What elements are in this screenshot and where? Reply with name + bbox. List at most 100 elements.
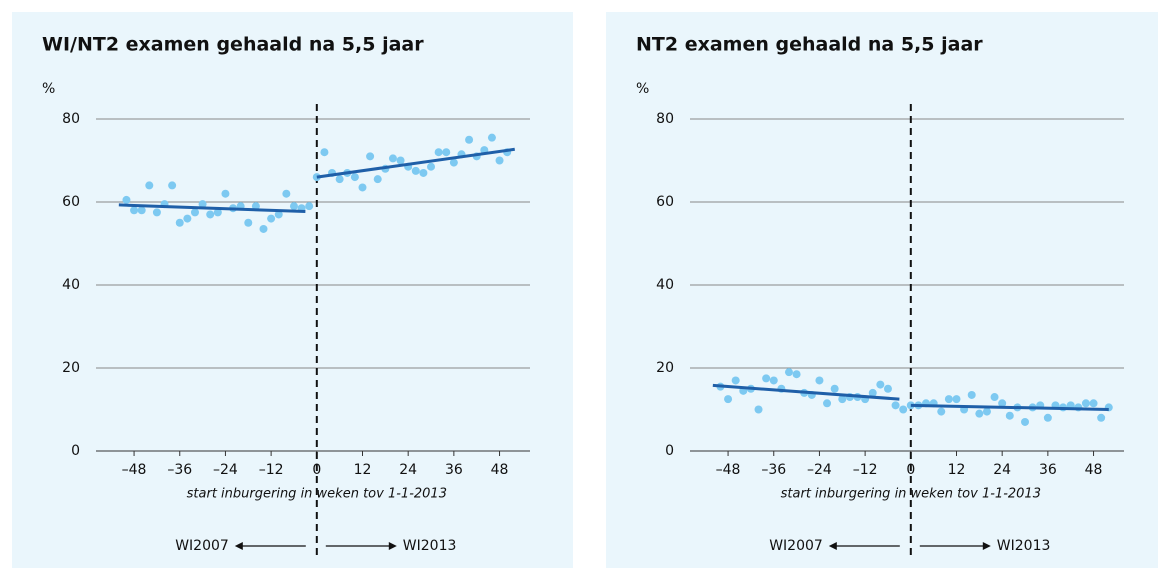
- x-tick-label: 48: [1085, 462, 1103, 478]
- point: [487, 133, 496, 142]
- annotation: WI2013: [997, 538, 1051, 554]
- point: [267, 214, 276, 223]
- point: [320, 148, 329, 157]
- x-tick-label: –36: [167, 462, 192, 478]
- point: [952, 395, 961, 404]
- point: [396, 156, 405, 165]
- point: [830, 384, 839, 393]
- point: [990, 393, 999, 402]
- point: [366, 152, 375, 161]
- x-tick-label: –48: [122, 462, 147, 478]
- arrow-head: [828, 542, 837, 550]
- point: [982, 407, 991, 416]
- chart-title: WI/NT2 examen gehaald na 5,5 jaar: [42, 34, 424, 56]
- y-tick-label: 80: [62, 111, 80, 127]
- point: [823, 399, 832, 408]
- y-unit: %: [42, 81, 55, 97]
- point: [206, 210, 215, 219]
- x-tick-label: –36: [761, 462, 786, 478]
- point: [769, 376, 778, 385]
- annotation: WI2013: [403, 538, 457, 554]
- point: [899, 405, 908, 414]
- x-tick-label: 36: [1039, 462, 1057, 478]
- y-tick-label: 20: [62, 360, 80, 376]
- point: [373, 175, 382, 184]
- point: [335, 175, 344, 184]
- point: [168, 181, 177, 190]
- arrow-head: [982, 542, 991, 550]
- chart: NT2 examen gehaald na 5,5 jaar% 0 20 40 60 80…: [636, 34, 1124, 557]
- annotation: WI2007: [175, 538, 229, 554]
- point: [305, 202, 314, 211]
- point: [1097, 413, 1106, 422]
- point: [198, 200, 207, 209]
- point: [221, 189, 230, 198]
- point: [411, 166, 420, 175]
- point: [998, 399, 1007, 408]
- point: [251, 202, 260, 211]
- point: [449, 158, 458, 167]
- point: [419, 168, 428, 177]
- x-tick-label: –24: [213, 462, 238, 478]
- point: [274, 210, 283, 219]
- point: [190, 208, 199, 217]
- point: [975, 409, 984, 418]
- panel-bg: [606, 12, 1158, 568]
- point: [388, 154, 397, 163]
- point: [1089, 399, 1098, 408]
- point: [762, 374, 771, 383]
- x-tick-label: –48: [716, 462, 741, 478]
- point: [891, 401, 900, 410]
- arrow-head: [234, 542, 243, 550]
- point: [495, 156, 504, 165]
- point: [259, 224, 268, 233]
- point: [122, 195, 131, 204]
- x-tick-label: 36: [445, 462, 463, 478]
- point: [815, 376, 824, 385]
- point: [876, 380, 885, 389]
- y-unit: %: [636, 81, 649, 97]
- y-tick-label: 40: [62, 277, 80, 293]
- point: [1005, 411, 1014, 420]
- annotation: WI2007: [769, 538, 823, 554]
- chart-title: NT2 examen gehaald na 5,5 jaar: [636, 34, 983, 56]
- panel-bg: [12, 12, 573, 568]
- point: [137, 206, 146, 215]
- x-tick-label: 12: [354, 462, 372, 478]
- point: [183, 214, 192, 223]
- x-tick-label: 12: [948, 462, 966, 478]
- trend-line: [910, 403, 1109, 411]
- point: [1081, 399, 1090, 408]
- y-tick-label: 60: [62, 194, 80, 210]
- x-tick-label: 48: [491, 462, 509, 478]
- y-tick-label: 40: [656, 277, 674, 293]
- point: [944, 395, 953, 404]
- y-tick-label: 80: [656, 111, 674, 127]
- point: [792, 370, 801, 379]
- x-tick-label: –12: [259, 462, 284, 478]
- point: [883, 384, 892, 393]
- point: [145, 181, 154, 190]
- point: [213, 208, 222, 217]
- chart: WI/NT2 examen gehaald na 5,5 jaar% 0 20 40 6…: [42, 34, 530, 557]
- point: [967, 390, 976, 399]
- point: [427, 162, 436, 171]
- point: [289, 202, 298, 211]
- point: [937, 407, 946, 416]
- point: [282, 189, 291, 198]
- point: [838, 395, 847, 404]
- y-tick-label: 20: [656, 360, 674, 376]
- point: [868, 388, 877, 397]
- x-tick-label: 24: [993, 462, 1011, 478]
- trend-line: [118, 203, 306, 214]
- arrow-head: [388, 542, 397, 550]
- point: [731, 376, 740, 385]
- point: [244, 218, 253, 227]
- x-tick-label: 24: [399, 462, 417, 478]
- point: [1021, 417, 1030, 426]
- point: [152, 208, 161, 217]
- x-tick-label: –12: [853, 462, 878, 478]
- point: [1043, 413, 1052, 422]
- point: [175, 218, 184, 227]
